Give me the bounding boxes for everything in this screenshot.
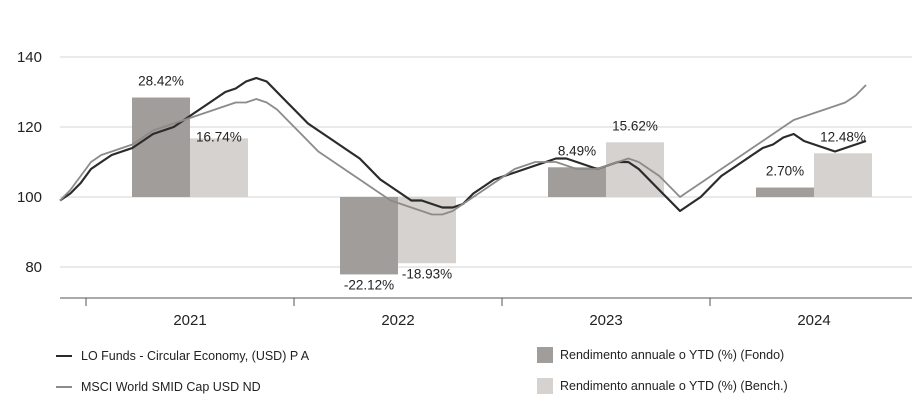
legend-benchmark-bar-label: Rendimento annuale o YTD (%) (Bench.) bbox=[560, 379, 788, 393]
fund-return-bar bbox=[548, 167, 606, 197]
fund-return-bar bbox=[340, 197, 398, 275]
fund-return-label: 2.70% bbox=[766, 164, 804, 179]
legend-fund-bar-label: Rendimento annuale o YTD (%) (Fondo) bbox=[560, 348, 785, 362]
benchmark-return-label: 15.62% bbox=[612, 118, 658, 133]
x-tick-label: 2022 bbox=[381, 312, 414, 329]
fund-return-bar bbox=[132, 97, 190, 197]
benchmark-return-label: 16.74% bbox=[196, 129, 242, 144]
benchmark-return-bar bbox=[606, 142, 664, 197]
x-tick-label: 2023 bbox=[589, 312, 622, 329]
legend-benchmark-line-label: MSCI World SMID Cap USD ND bbox=[81, 380, 261, 394]
fund-return-bar bbox=[756, 187, 814, 197]
legend-item-benchmark-bar: Rendimento annuale o YTD (%) (Bench.) bbox=[537, 378, 788, 394]
benchmark-performance-line bbox=[59, 84, 867, 216]
y-tick-label: 120 bbox=[17, 119, 42, 136]
fund-return-label: -22.12% bbox=[344, 277, 394, 292]
benchmark-return-bar bbox=[190, 138, 248, 197]
fund-return-label: 8.49% bbox=[558, 143, 596, 158]
x-tick-label: 2021 bbox=[173, 312, 206, 329]
benchmark-return-bar bbox=[814, 153, 872, 197]
x-tick-label: 2024 bbox=[797, 312, 830, 329]
benchmark-return-label: -18.93% bbox=[402, 266, 452, 281]
legend-fund-bar-swatch bbox=[537, 347, 553, 363]
y-tick-label: 100 bbox=[17, 189, 42, 206]
y-tick-label: 80 bbox=[25, 259, 42, 276]
legend-item-benchmark-line: MSCI World SMID Cap USD ND bbox=[56, 380, 261, 394]
benchmark-return-label: 12.48% bbox=[820, 129, 866, 144]
fund-return-label: 28.42% bbox=[138, 74, 184, 89]
legend-fund-line-label: LO Funds - Circular Economy, (USD) P A bbox=[81, 349, 310, 363]
legend-item-fund-line: LO Funds - Circular Economy, (USD) P A bbox=[56, 349, 309, 363]
legend-benchmark-bar-swatch bbox=[537, 378, 553, 394]
legend-fund-line-swatch bbox=[56, 355, 72, 357]
y-tick-label: 140 bbox=[17, 49, 42, 66]
legend-item-fund-bar: Rendimento annuale o YTD (%) (Fondo) bbox=[537, 347, 784, 363]
legend-benchmark-line-swatch bbox=[56, 386, 72, 388]
